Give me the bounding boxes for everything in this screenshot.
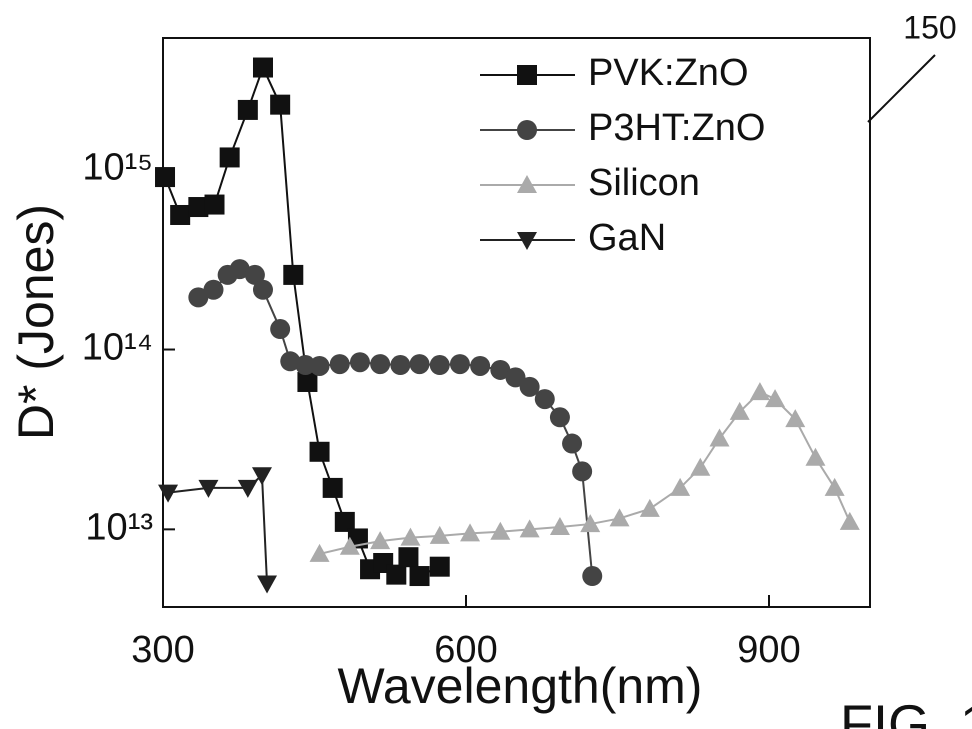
data-point — [370, 354, 391, 375]
x-tick-label: 600 — [434, 629, 497, 671]
data-point — [409, 354, 430, 375]
data-point — [158, 484, 179, 503]
data-point — [805, 447, 826, 466]
data-point — [204, 194, 225, 215]
data-point — [370, 531, 391, 550]
data-point — [429, 556, 450, 577]
data-point — [252, 279, 273, 300]
data-point — [562, 433, 583, 454]
data-point — [690, 457, 711, 476]
data-point — [203, 279, 224, 300]
legend-marker — [517, 232, 537, 250]
data-point — [400, 527, 421, 546]
data-point — [237, 99, 258, 120]
data-point — [188, 197, 209, 218]
legend-label: Silicon — [588, 162, 700, 204]
data-point — [709, 428, 730, 447]
data-point — [257, 575, 278, 594]
data-point — [322, 477, 343, 498]
x-tick-label: 900 — [737, 629, 800, 671]
data-point — [429, 355, 450, 376]
data-point — [309, 355, 330, 376]
data-point — [229, 259, 250, 280]
leader-line — [867, 54, 936, 123]
y-tick-label: 10¹⁵ — [82, 147, 153, 189]
data-point — [549, 407, 570, 428]
data-point — [670, 477, 691, 496]
legend-label: GaN — [588, 217, 666, 259]
legend-label: P3HT:ZnO — [588, 107, 765, 149]
series-line — [167, 473, 269, 584]
data-point — [329, 354, 350, 375]
data-point — [334, 511, 355, 532]
y-axis-label: D* (Jones) — [8, 204, 64, 440]
data-point — [188, 287, 209, 308]
legend-marker — [517, 65, 537, 85]
data-point — [824, 477, 845, 496]
data-point — [582, 566, 603, 587]
plot-frame — [162, 37, 871, 608]
data-point — [386, 564, 407, 585]
data-point — [270, 319, 291, 340]
data-point — [280, 351, 301, 372]
x-tick-label: 300 — [131, 629, 194, 671]
data-point — [237, 479, 258, 498]
data-point — [519, 519, 540, 538]
data-point — [839, 511, 860, 530]
legend-marker — [517, 175, 537, 193]
data-point — [155, 167, 176, 188]
data-point — [349, 352, 370, 373]
data-point — [309, 441, 330, 462]
data-point — [409, 566, 430, 587]
data-point — [490, 359, 511, 380]
data-point — [729, 401, 750, 420]
data-point — [390, 355, 411, 376]
data-point — [297, 371, 318, 392]
data-point — [252, 57, 273, 78]
data-point — [580, 514, 601, 533]
data-point — [198, 479, 219, 498]
data-point — [219, 147, 240, 168]
y-tick-label: 10¹³ — [85, 506, 153, 548]
data-point — [470, 355, 491, 376]
data-point — [534, 389, 555, 410]
data-point — [572, 461, 593, 482]
data-point — [749, 382, 770, 401]
data-point — [519, 376, 540, 397]
data-point — [505, 367, 526, 388]
data-point — [460, 523, 481, 542]
legend-marker — [517, 120, 537, 140]
y-tick-label: 10¹⁴ — [82, 327, 153, 369]
data-point — [283, 264, 304, 285]
data-point — [490, 521, 511, 540]
data-point — [251, 467, 272, 486]
x-axis-label: Wavelength(nm) — [338, 658, 703, 714]
data-point — [609, 508, 630, 527]
series-line — [319, 390, 851, 555]
data-point — [170, 204, 191, 225]
data-point — [449, 354, 470, 375]
data-point — [244, 264, 265, 285]
legend-label: PVK:ZnO — [588, 52, 749, 94]
data-point — [398, 547, 419, 568]
data-point — [429, 525, 450, 544]
series-line — [164, 64, 441, 578]
data-point — [785, 409, 806, 428]
data-point — [765, 389, 786, 408]
data-point — [270, 94, 291, 115]
data-point — [309, 543, 330, 562]
data-point — [639, 498, 660, 517]
figure-label: FIG. 1 — [840, 694, 972, 729]
data-point — [549, 517, 570, 536]
data-point — [339, 536, 360, 555]
reference-number: 150 — [903, 9, 956, 45]
